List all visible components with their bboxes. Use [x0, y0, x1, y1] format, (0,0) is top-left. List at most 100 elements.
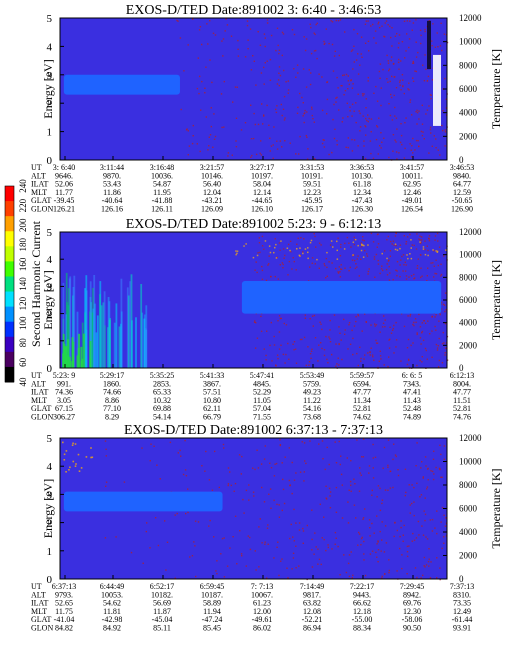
table-cell: 1860. — [103, 379, 121, 388]
table-cell: 3:11:44 — [100, 163, 124, 172]
table-cell: 12.59 — [453, 188, 471, 197]
table-cell: 10187. — [201, 590, 223, 599]
table-cell: 86.94 — [303, 624, 321, 633]
table-cell: 58.04 — [253, 180, 271, 189]
table-cell: 9646. — [55, 171, 73, 180]
table-cell: 54.62 — [103, 599, 121, 608]
table-cell: 74.62 — [353, 413, 371, 422]
row-label: GLON — [31, 624, 53, 633]
table-cell: -49.61 — [252, 615, 273, 624]
table-cell: 52.06 — [55, 180, 73, 189]
table-cell: -41.04 — [54, 615, 75, 624]
table-cell: 11.22 — [303, 396, 321, 405]
table-cell: 6: 6: 5 — [402, 371, 422, 380]
table-cell: 6:59:45 — [200, 582, 224, 591]
table-cell: 5:53:49 — [300, 371, 324, 380]
table-cell: 93.91 — [453, 624, 471, 633]
y2-tick-label: 6000 — [459, 295, 478, 305]
table-cell: 126.09 — [201, 205, 223, 214]
table-cell: 126.21 — [53, 205, 75, 214]
table-cell: 58.89 — [203, 599, 221, 608]
colorbar-tick-label: 200 — [18, 218, 28, 232]
y2-tick-label: 8000 — [459, 272, 478, 282]
row-label: MLT — [31, 607, 47, 616]
table-cell: 11.87 — [153, 607, 171, 616]
table-cell: 5:23: 9 — [53, 371, 75, 380]
table-cell: 306.27 — [53, 413, 75, 422]
low-energy-enhancement — [62, 238, 447, 368]
table-cell: -45.04 — [152, 615, 173, 624]
table-cell: 8310. — [453, 590, 471, 599]
colorbar-tick-label: 220 — [18, 198, 28, 212]
y-tick-label: 3 — [47, 70, 53, 82]
table-cell: -41.88 — [152, 196, 173, 205]
table-cell: 88.34 — [353, 624, 371, 633]
table-cell: 5:29:17 — [100, 371, 124, 380]
table-cell: 69.76 — [403, 599, 421, 608]
table-cell: 59.51 — [303, 180, 321, 189]
table-cell: 77.10 — [103, 404, 121, 413]
y-tick-label: 0 — [47, 155, 53, 167]
y2-tick-label: 4000 — [459, 527, 478, 537]
table-cell: 12.14 — [253, 188, 271, 197]
table-cell: 126.30 — [351, 205, 373, 214]
table-cell: 8.86 — [105, 396, 119, 405]
table-cell: 126.11 — [151, 205, 173, 214]
table-cell: 52.81 — [453, 404, 471, 413]
table-cell: 47.77 — [453, 388, 471, 397]
y2-axis-label: Temperature [K] — [489, 260, 503, 340]
table-cell: -42.98 — [102, 615, 123, 624]
table-cell: 11.95 — [153, 188, 171, 197]
y2-tick-label: 12000 — [459, 13, 482, 23]
table-cell: 9443. — [353, 590, 371, 599]
table-cell: 56.69 — [153, 599, 171, 608]
table-cell: 67.15 — [55, 404, 73, 413]
table-cell: -61.44 — [452, 615, 473, 624]
y-axis-label: Energy [eV] — [41, 59, 55, 118]
table-cell: -55.00 — [352, 615, 373, 624]
table-cell: -58.06 — [402, 615, 423, 624]
table-cell: 10067. — [251, 590, 273, 599]
colorbar-tick-label: 160 — [18, 257, 28, 271]
y-tick-label: 0 — [47, 574, 53, 586]
table-cell: 5759. — [303, 379, 321, 388]
table-cell: 84.92 — [103, 624, 121, 633]
table-cell: 3: 6:40 — [53, 163, 75, 172]
table-cell: 3:36:53 — [350, 163, 374, 172]
table-cell: 74.89 — [403, 413, 421, 422]
table-cell: 90.50 — [403, 624, 421, 633]
table-cell: 86.02 — [253, 624, 271, 633]
table-cell: 54.87 — [153, 180, 171, 189]
colorbar-tick-label: 100 — [18, 316, 28, 330]
table-cell: 3:16:48 — [150, 163, 174, 172]
row-label: ILAT — [31, 388, 48, 397]
table-cell: 126.54 — [401, 205, 423, 214]
table-cell: 10053. — [101, 590, 123, 599]
y2-tick-label: 0 — [459, 574, 464, 584]
table-cell: 49.23 — [303, 388, 321, 397]
y2-tick-label: 12000 — [459, 433, 482, 443]
table-cell: 3.05 — [57, 396, 71, 405]
table-cell: -47.24 — [202, 615, 223, 624]
table-cell: -49.01 — [402, 196, 423, 205]
table-cell: 47.77 — [353, 388, 371, 397]
table-cell: 52.48 — [403, 404, 421, 413]
table-cell: 52.29 — [253, 388, 271, 397]
table-cell: 52.81 — [353, 404, 371, 413]
table-cell: 57.04 — [253, 404, 271, 413]
table-cell: 4845. — [253, 379, 271, 388]
table-cell: 53.43 — [103, 180, 121, 189]
energy-band — [63, 491, 223, 512]
table-cell: 5:59:57 — [350, 371, 374, 380]
table-cell: 10191. — [301, 171, 323, 180]
row-label: MLT — [31, 188, 47, 197]
table-cell: 8.29 — [105, 413, 119, 422]
table-cell: 8942. — [403, 590, 421, 599]
spectrogram-noise — [176, 18, 449, 161]
y2-tick-label: 0 — [459, 155, 464, 165]
y2-tick-label: 8000 — [459, 480, 478, 490]
y2-axis-label: Temperature [K] — [489, 49, 503, 129]
row-label: GLAT — [31, 196, 52, 205]
